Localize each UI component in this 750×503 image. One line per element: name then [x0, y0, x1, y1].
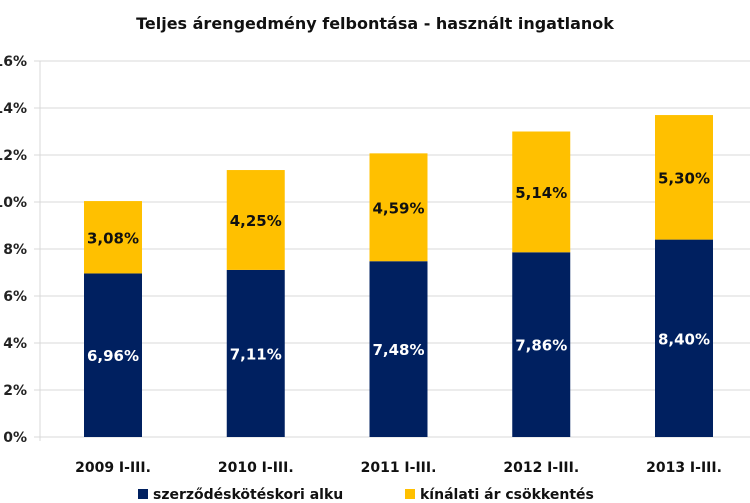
data-label: 6,96% — [87, 347, 139, 365]
bar-segment — [226, 170, 285, 270]
legend-swatch — [405, 489, 415, 499]
legend-item-series-1: kínálati ár csökkentés — [405, 487, 594, 503]
y-tick-label: 8% — [3, 242, 27, 258]
y-tick-label: 4% — [3, 336, 27, 352]
legend-swatch — [138, 489, 148, 499]
data-label: 7,86% — [515, 337, 567, 355]
y-tick-label: 10% — [0, 195, 27, 211]
bar-segment — [655, 115, 713, 240]
y-tick-label: 2% — [3, 383, 27, 399]
bar-segment — [84, 273, 142, 437]
bar-segment — [512, 252, 571, 437]
bar-segment — [369, 261, 428, 437]
y-tick-label: 0% — [3, 430, 27, 446]
legend-label: szerződéskötéskori alku — [153, 487, 344, 503]
data-label: 5,14% — [515, 184, 567, 202]
y-tick-label: 6% — [3, 289, 27, 305]
data-label: 5,30% — [658, 169, 710, 187]
data-label: 7,48% — [372, 341, 424, 359]
data-label: 4,25% — [230, 212, 282, 230]
chart-title: Teljes árengedmény felbontása - használt… — [136, 14, 614, 33]
x-tick-label: 2009 I-III. — [75, 460, 151, 476]
x-tick-label: 2011 I-III. — [361, 460, 437, 476]
bar-segment — [84, 201, 142, 274]
y-tick-label: 14% — [0, 101, 27, 117]
y-tick-label: 12% — [0, 148, 27, 164]
bar-segment — [369, 153, 428, 262]
data-label: 3,08% — [87, 229, 139, 247]
x-tick-label: 2010 I-III. — [218, 460, 294, 476]
bar-segment — [655, 239, 713, 437]
y-tick-label: 16% — [0, 54, 27, 70]
legend-label: kínálati ár csökkentés — [420, 487, 594, 503]
data-label: 4,59% — [372, 199, 424, 217]
data-label: 7,11% — [230, 345, 282, 363]
bar-segment — [226, 269, 285, 437]
legend-item-series-0: szerződéskötéskori alku — [138, 487, 343, 503]
x-tick-label: 2013 I-III. — [646, 460, 722, 476]
bar-segment — [512, 131, 571, 253]
data-label: 8,40% — [658, 330, 710, 348]
x-tick-label: 2012 I-III. — [503, 460, 579, 476]
